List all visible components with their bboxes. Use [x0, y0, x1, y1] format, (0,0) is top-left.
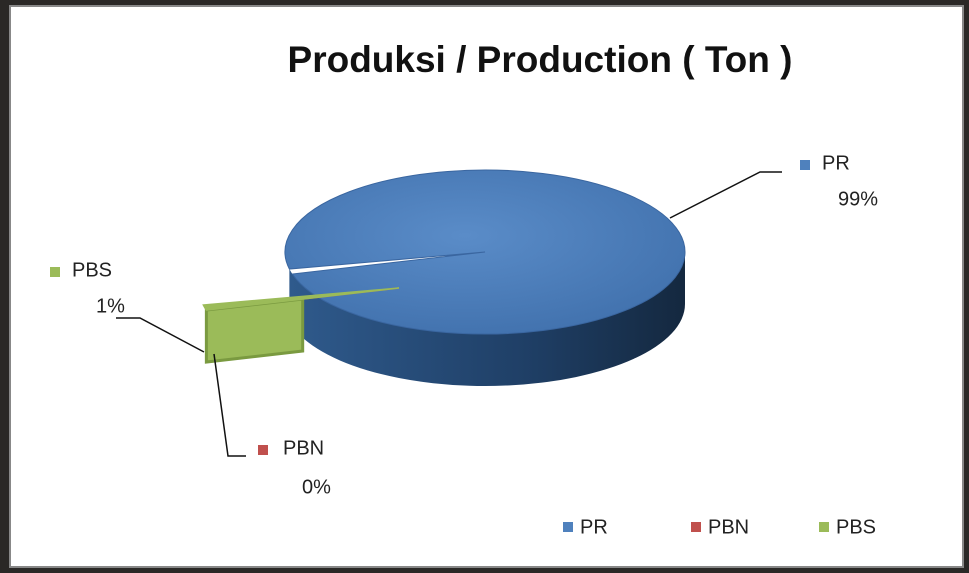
data-label-name: PBN: [283, 437, 324, 459]
leader-line: [669, 171, 782, 219]
data-label-value: 99%: [838, 188, 878, 210]
pie-slice-side: [289, 252, 685, 386]
legend-swatch: [691, 522, 701, 532]
legend-label: PBS: [836, 516, 876, 538]
pie-slice: [284, 169, 686, 335]
data-label-name: PBS: [72, 259, 112, 281]
label-marker: [50, 267, 60, 277]
data-label-value: 0%: [302, 476, 331, 498]
data-label-name: PR: [822, 152, 850, 174]
data-label-value: 1%: [96, 295, 125, 317]
leader-line: [116, 317, 205, 353]
label-marker: [258, 445, 268, 455]
legend-label: PBN: [708, 516, 749, 538]
chart-title: Produksi / Production ( Ton ): [288, 39, 793, 80]
legend-label: PR: [580, 516, 608, 538]
leader-line: [213, 353, 246, 457]
legend-swatch: [819, 522, 829, 532]
pie-slice: [202, 287, 400, 311]
label-marker: [800, 160, 810, 170]
legend-swatch: [563, 522, 573, 532]
